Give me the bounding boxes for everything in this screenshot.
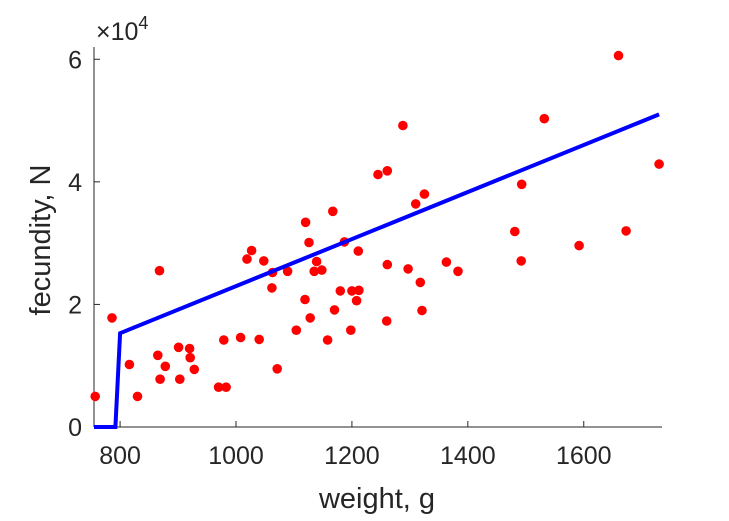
data-point [242,254,252,264]
data-point [516,256,526,266]
data-point [311,256,322,267]
data-point [267,283,277,293]
y-tick-label: 0 [68,414,82,442]
data-point [453,266,463,277]
y-multiplier-base: ×10 [96,18,138,46]
data-point [189,364,200,375]
data-point [353,246,364,256]
data-point [160,361,171,372]
data-point [291,325,302,336]
data-point [254,334,264,345]
data-point [300,294,310,305]
data-point [381,316,392,326]
y-multiplier-exponent: 4 [138,13,148,33]
data-point [153,350,163,361]
data-point [259,256,269,266]
data-point [441,257,452,267]
data-point [90,391,100,402]
data-point [346,325,356,336]
data-point [124,359,135,370]
y-tick-label: 2 [68,291,82,319]
data-point [419,189,430,199]
data-point [282,266,293,277]
data-point [335,286,346,296]
data-point [155,374,165,385]
x-tick-label: 1600 [556,442,612,470]
data-point [403,264,413,274]
data-point [185,352,195,363]
data-point [417,305,427,316]
data-point [382,259,393,270]
data-point [329,305,340,315]
axes [93,47,662,428]
data-point [173,342,184,353]
data-point [410,199,421,209]
data-point [219,335,229,345]
data-point [175,374,185,385]
data-point [322,335,333,345]
x-tick-label: 1200 [324,442,380,470]
data-point [154,265,165,276]
data-point [304,237,314,248]
data-point [107,313,117,323]
data-point [347,286,357,296]
data-point [305,313,316,323]
data-point [574,240,584,251]
data-point [272,364,283,374]
data-point [351,295,362,306]
plot-marks [90,50,664,429]
data-point [184,343,195,354]
y-multiplier: ×104 [96,13,148,46]
data-point [354,285,364,296]
data-point [654,159,664,169]
data-point [300,217,311,228]
data-point [398,120,408,131]
fit-line [94,112,660,429]
data-point [317,265,327,275]
data-point [382,166,393,176]
data-point [246,245,257,256]
data-point [621,226,631,236]
x-tick-label: 1000 [208,442,264,470]
data-point [213,382,224,393]
y-tick-label: 4 [68,169,82,197]
y-tick-label: 6 [68,46,82,74]
data-point [309,266,320,277]
data-point [235,332,246,343]
data-point [221,382,231,393]
data-point [328,206,338,217]
data-point [373,169,383,180]
data-point [613,50,624,61]
data-point [510,226,520,237]
x-tick-label: 1400 [440,442,496,470]
y-axis-label: fecundity, N [25,165,57,316]
data-point [516,179,527,190]
data-point [539,113,550,124]
x-tick-label: 800 [99,442,141,470]
data-point [415,277,426,288]
data-point [132,391,143,402]
tick-labels: 800 1000 1200 1400 1600 0 2 4 6 [68,46,611,470]
x-axis-label: weight, g [318,483,435,515]
